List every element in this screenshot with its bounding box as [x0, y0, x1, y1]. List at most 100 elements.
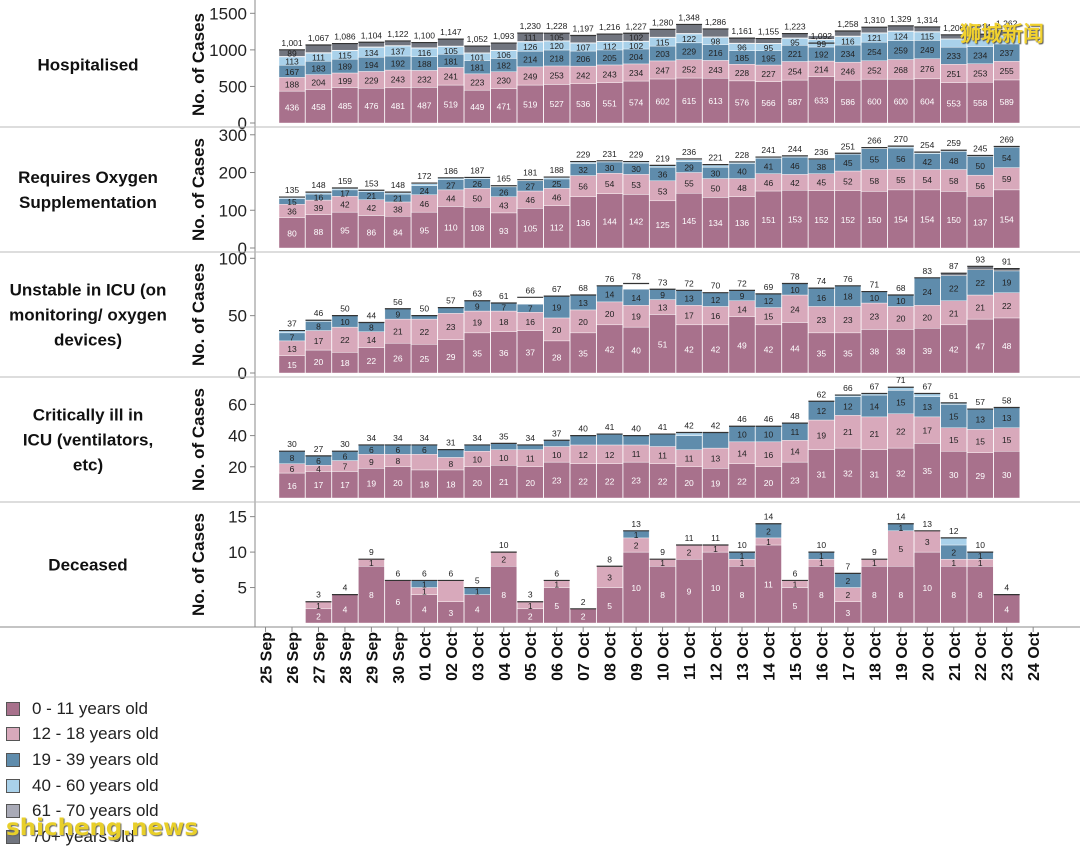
segment-label: 8	[501, 590, 506, 600]
total-label: 9	[660, 547, 665, 557]
segment-label: 254	[867, 47, 881, 57]
segment-label: 29	[446, 352, 456, 362]
chart-legend: 0 - 11 years old 12 - 18 years old 19 - …	[6, 696, 159, 850]
segment-label: 44	[446, 194, 456, 204]
bar-segment	[914, 26, 941, 32]
segment-label: 20	[605, 309, 615, 319]
y-axis-label: No. of Cases	[189, 263, 208, 366]
total-label: 181	[523, 168, 537, 178]
total-label: 42	[684, 420, 694, 430]
bar-segment	[993, 189, 1020, 249]
segment-label: 2	[951, 548, 956, 558]
legend-item: 40 - 60 years old	[6, 773, 159, 799]
segment-label: 38	[896, 347, 906, 357]
segment-label: 189	[338, 62, 352, 72]
segment-label: 106	[497, 50, 511, 60]
bar-segment	[914, 416, 941, 444]
x-tick-label: 08 Oct	[603, 631, 620, 681]
bar-segment	[887, 78, 915, 124]
total-label: 37	[287, 319, 297, 329]
segment-label: 126	[523, 42, 537, 52]
bar-segment	[437, 580, 465, 602]
segment-label: 227	[761, 69, 775, 79]
segment-label: 576	[735, 97, 749, 107]
bar-segment	[622, 435, 650, 446]
segment-label: 249	[523, 71, 537, 81]
segment-label: 1	[422, 580, 427, 590]
segment-label: 229	[682, 47, 696, 57]
bar-segment	[675, 324, 703, 374]
bar-segment	[490, 331, 517, 374]
total-label: 186	[444, 166, 458, 176]
total-label: 13	[923, 519, 933, 529]
segment-label: 8	[660, 590, 665, 600]
bar-segment	[702, 432, 729, 449]
segment-label: 251	[947, 69, 961, 79]
segment-label: 11	[764, 580, 773, 590]
bar-segment	[967, 566, 994, 624]
bar-segment	[331, 211, 359, 249]
segment-label: 1	[766, 537, 771, 547]
segment-label: 21	[367, 191, 377, 201]
legend-swatch-70plus	[6, 829, 20, 844]
total-label: 1,155	[758, 27, 780, 37]
segment-label: 122	[682, 34, 696, 44]
total-label: 219	[655, 153, 669, 163]
segment-label: 167	[285, 67, 299, 77]
bar-segment	[702, 28, 729, 38]
bar-segment	[781, 33, 809, 39]
total-label: 67	[923, 381, 933, 391]
segment-label: 20	[923, 312, 933, 322]
segment-label: 108	[470, 223, 484, 233]
segment-label: 96	[737, 43, 747, 53]
segment-label: 15	[975, 437, 985, 447]
segment-label: 42	[340, 200, 350, 210]
segment-label: 1	[819, 551, 824, 561]
segment-label: 16	[525, 317, 535, 327]
segment-label: 9	[740, 291, 745, 301]
total-label: 1,314	[917, 15, 939, 25]
bar-segment	[755, 441, 782, 467]
total-label: 1,258	[837, 19, 859, 29]
legend-label: 40 - 60 years old	[32, 775, 159, 795]
segment-label: 252	[867, 65, 881, 75]
segment-label: 182	[497, 61, 511, 71]
total-label: 74	[817, 276, 827, 286]
segment-label: 18	[446, 479, 456, 489]
bar-segment	[675, 159, 703, 162]
y-tick-label: 15	[228, 508, 247, 527]
y-tick-label: 100	[219, 201, 247, 220]
x-tick-label: 18 Oct	[867, 631, 884, 681]
segment-label: 42	[605, 344, 615, 354]
bar-segment	[993, 451, 1020, 499]
bar-segment	[914, 551, 941, 624]
bar-segment	[569, 463, 597, 499]
segment-label: 112	[603, 41, 617, 51]
segment-label: 255	[1000, 66, 1014, 76]
segment-label: 48	[1002, 341, 1012, 351]
segment-label: 25	[552, 179, 562, 189]
segment-label: 16	[817, 293, 827, 303]
segment-label: 32	[896, 469, 906, 479]
total-label: 1,348	[678, 12, 700, 22]
segment-label: 54	[605, 179, 615, 189]
bar-segment	[887, 530, 915, 567]
bar-segment	[781, 79, 809, 124]
x-tick-label: 04 Oct	[497, 631, 514, 681]
segment-label: 243	[603, 69, 617, 79]
bar-segment	[490, 212, 517, 249]
segment-label: 22	[340, 335, 350, 345]
segment-label: 527	[550, 99, 564, 109]
segment-label: 6	[343, 451, 348, 461]
bar-segment	[358, 566, 385, 624]
segment-label: 6	[290, 464, 295, 474]
segment-label: 602	[655, 96, 669, 106]
total-label: 57	[975, 397, 985, 407]
segment-label: 204	[629, 52, 643, 62]
total-label: 236	[682, 147, 696, 157]
segment-label: 14	[790, 447, 800, 457]
y-tick-label: 0	[238, 114, 247, 133]
segment-label: 8	[448, 459, 453, 469]
segment-label: 15	[949, 412, 959, 422]
segment-label: 20	[314, 357, 324, 367]
